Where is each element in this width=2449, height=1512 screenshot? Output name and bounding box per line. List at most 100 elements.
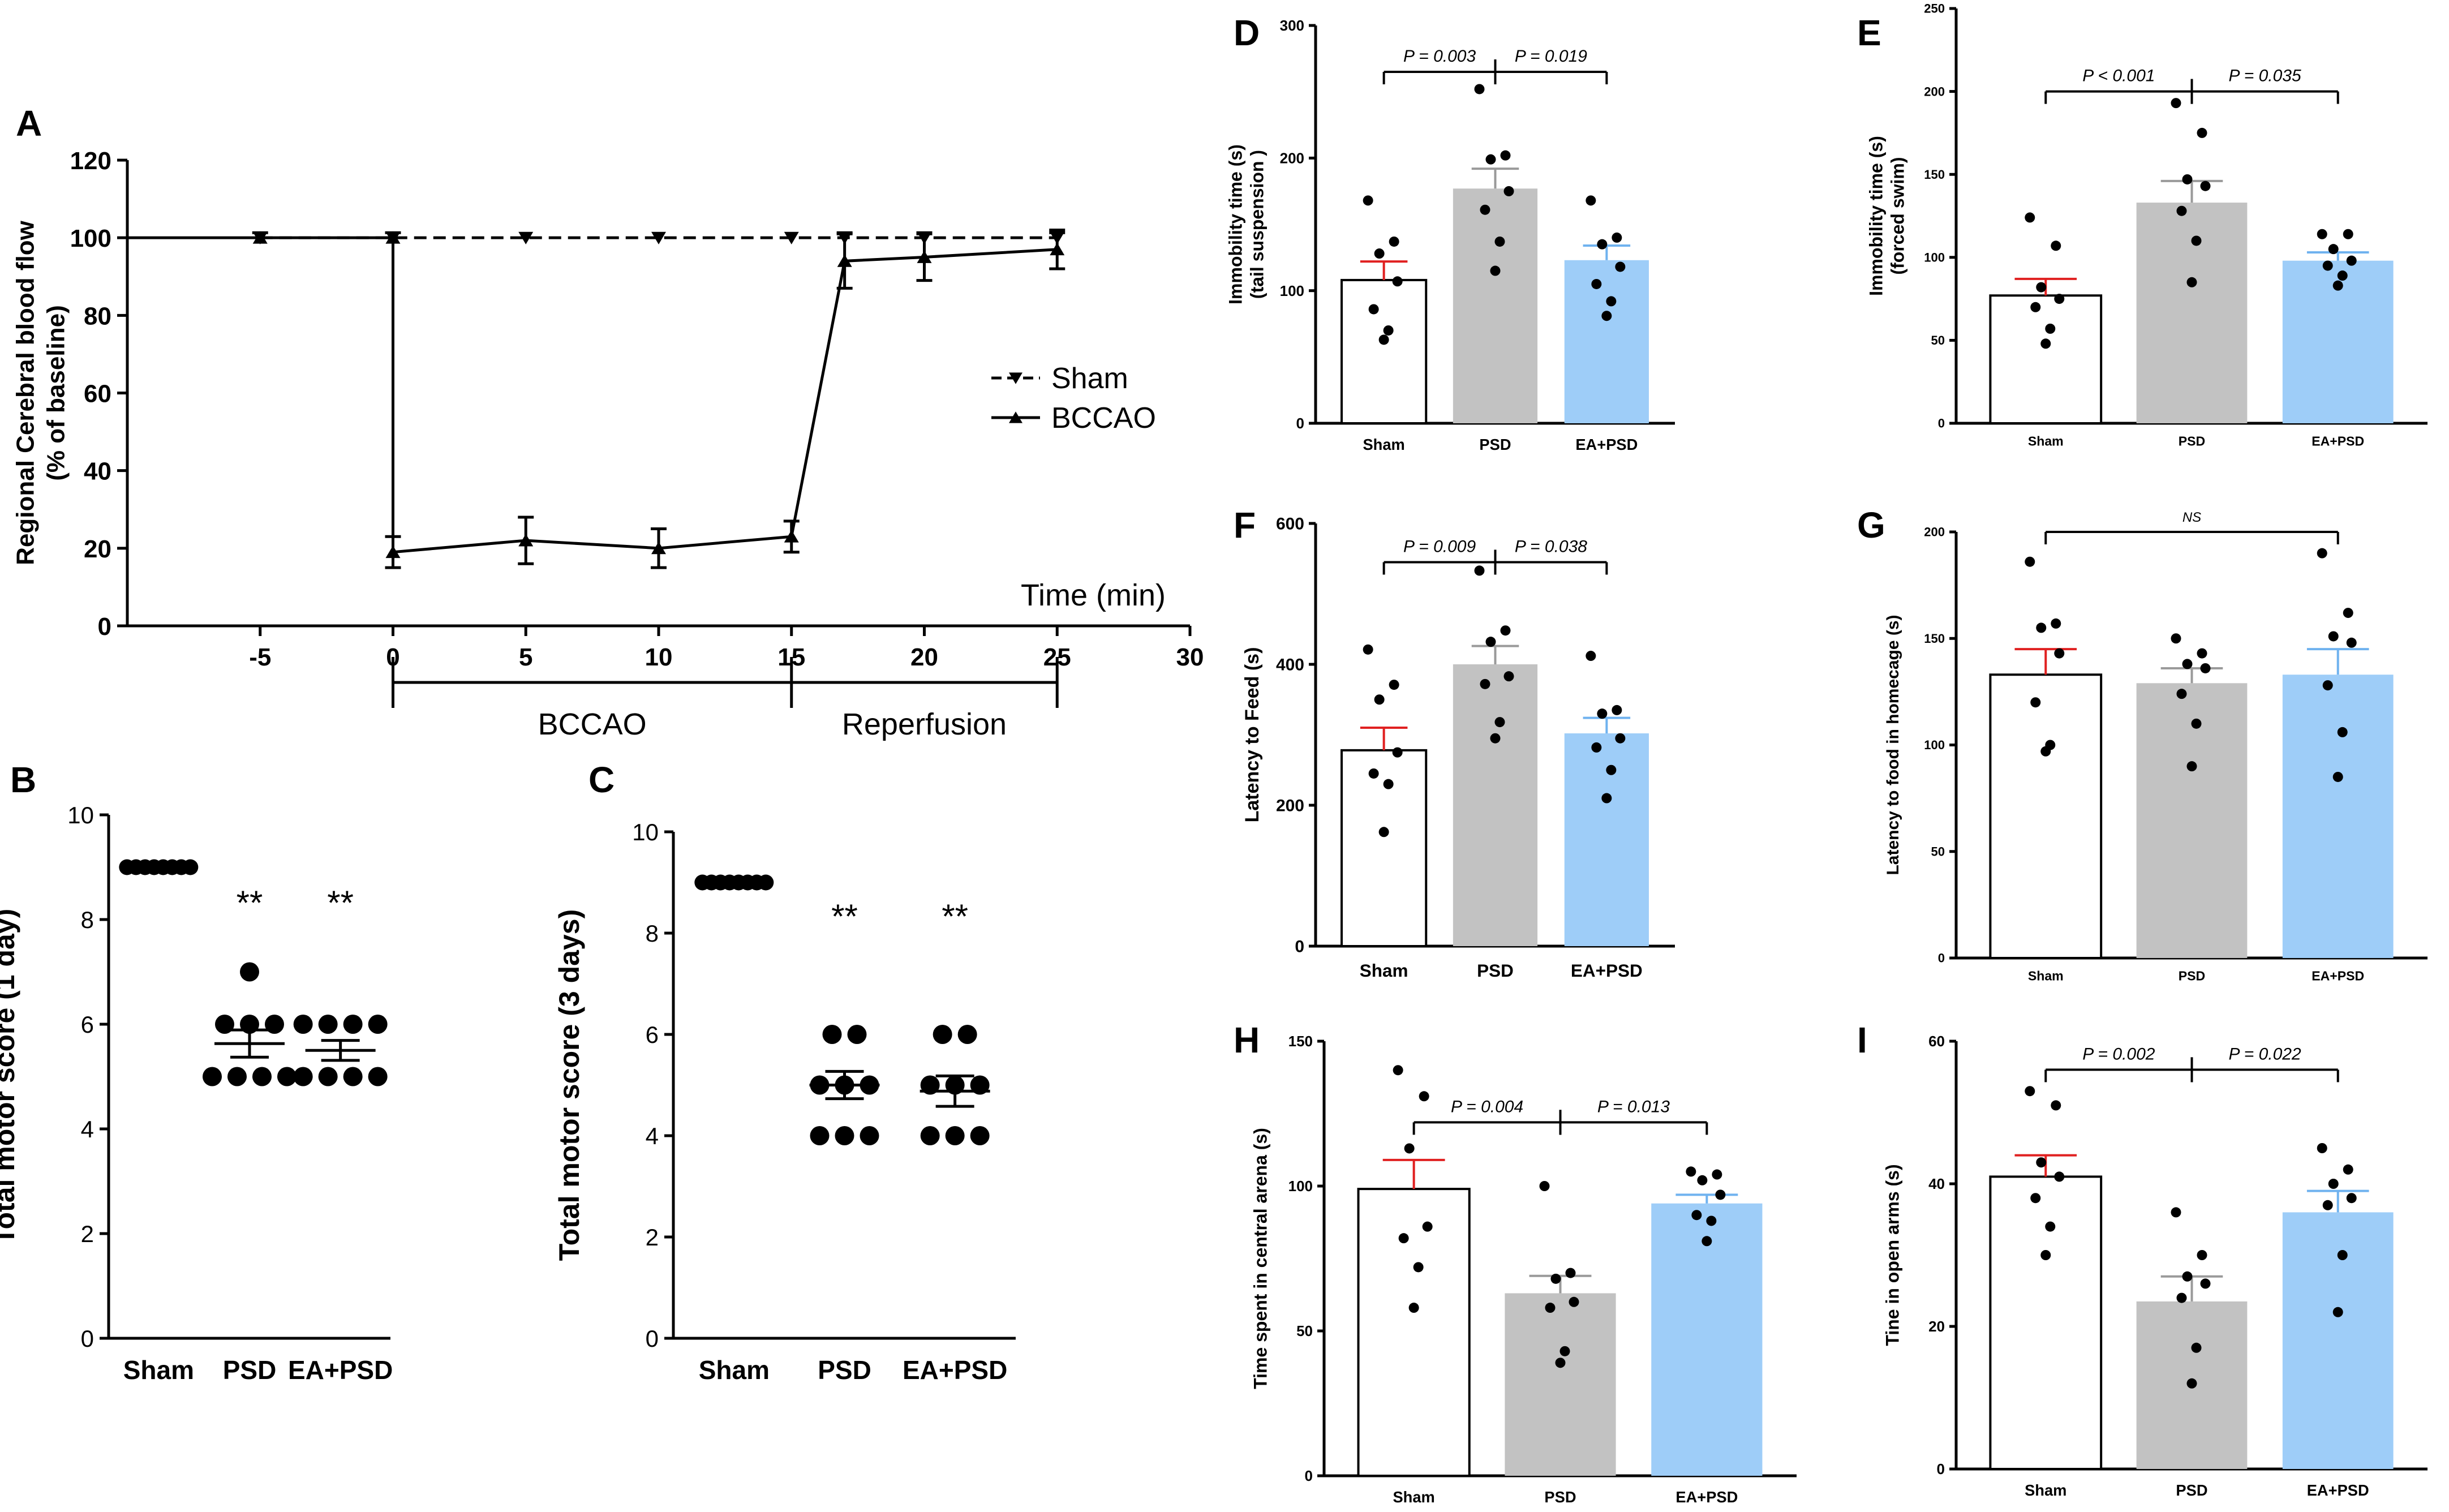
g-data-point [2346, 637, 2357, 648]
panel-label-b: B [10, 759, 36, 800]
g-comparison-label: NS [2182, 510, 2201, 525]
i-data-point [2322, 1200, 2333, 1210]
i-y-axis-label: Tine in open arms (s) [1882, 1164, 1902, 1346]
i-x-tick-label: EA+PSD [2307, 1481, 2369, 1499]
g-data-point [2337, 727, 2348, 737]
b-y-tick-label: 6 [81, 1011, 94, 1038]
d-y-axis-label-line-1: (tail suspension ) [1247, 150, 1268, 299]
h-data-point [1565, 1268, 1576, 1278]
d-bar-2 [1564, 260, 1649, 423]
b-x-tick-label: PSD [223, 1355, 277, 1385]
b-data-point [293, 1015, 313, 1034]
c-significance: ** [831, 897, 858, 935]
e-data-point [2040, 338, 2051, 349]
f-data-point [1480, 678, 1490, 689]
e-data-point [2054, 294, 2065, 304]
g-data-point [2040, 746, 2051, 757]
panel-label-d: D [1234, 12, 1260, 53]
i-x-tick-label: Sham [2025, 1481, 2066, 1499]
e-x-tick-label: Sham [2028, 434, 2064, 449]
g-y-tick-label: 0 [1938, 951, 1945, 965]
d-x-tick-label: PSD [1479, 436, 1511, 453]
a-x-tick-label: -5 [249, 643, 271, 671]
b-data-point [215, 1015, 234, 1034]
c-data-point [945, 1126, 965, 1145]
a-bccao-line [127, 236, 1058, 554]
d-y-tick-label: 100 [1280, 282, 1304, 299]
e-data-point [2186, 277, 2197, 287]
c-y-tick-label: 2 [646, 1224, 659, 1251]
a-y-tick-label: 40 [84, 458, 111, 486]
d-data-point [1500, 150, 1511, 161]
h-y-axis-label: Time spent in central arena (s) [1250, 1128, 1270, 1389]
f-x-tick-label: EA+PSD [1571, 960, 1643, 981]
d-data-point [1392, 276, 1403, 287]
e-data-point [2025, 212, 2035, 223]
a-sham-marker [837, 231, 852, 244]
a-sham-marker [252, 231, 268, 244]
h-data-point [1697, 1175, 1708, 1185]
b-data-point [368, 1015, 388, 1034]
h-data-point [1539, 1181, 1550, 1191]
c-data-point [810, 1126, 830, 1145]
e-x-tick-label: PSD [2179, 434, 2205, 449]
h-bar-2 [1651, 1203, 1763, 1476]
d-data-point [1374, 248, 1385, 259]
i-data-point [2054, 1171, 2065, 1182]
b-data-point [265, 1015, 284, 1034]
a-bccao-marker [518, 534, 534, 547]
i-data-point [2186, 1378, 2197, 1389]
c-data-point [970, 1126, 990, 1145]
f-data-point [1490, 733, 1501, 744]
d-y-tick-label: 200 [1280, 149, 1304, 166]
h-y-tick-label: 0 [1305, 1467, 1313, 1484]
e-data-point [2343, 229, 2353, 239]
h-data-point [1686, 1166, 1696, 1177]
d-x-tick-label: EA+PSD [1575, 436, 1638, 453]
g-bar-2 [2282, 675, 2394, 958]
i-data-point [2200, 1278, 2211, 1289]
f-data-point [1597, 708, 1608, 719]
i-bar-0 [1989, 1175, 2103, 1470]
g-data-point [2025, 556, 2035, 567]
b-data-point [203, 1067, 222, 1086]
f-data-point [1389, 680, 1399, 690]
e-comparison-label: P < 0.001 [2082, 67, 2155, 85]
f-data-point [1474, 565, 1485, 576]
d-data-point [1485, 154, 1496, 165]
c-y-axis-label-line-0: Total motor score (3 days) [553, 909, 585, 1261]
f-data-point [1615, 733, 1626, 744]
g-data-point [2197, 648, 2207, 659]
b-data-point [227, 1067, 247, 1086]
a-x-axis-label: Time (min) [1021, 578, 1166, 612]
g-y-tick-label: 50 [1931, 844, 1945, 858]
d-data-point [1490, 265, 1501, 276]
i-data-point [2051, 1100, 2061, 1111]
a-y-tick-label: 100 [70, 225, 111, 252]
f-y-axis-label: Latency to Feed (s) [1241, 647, 1263, 823]
f-data-point [1374, 694, 1385, 705]
e-data-point [2200, 181, 2211, 191]
e-y-tick-label: 0 [1938, 416, 1945, 431]
d-y-tick-label: 300 [1280, 17, 1304, 34]
f-data-point [1378, 827, 1389, 837]
g-data-point [2317, 548, 2327, 559]
c-data-point [860, 1126, 879, 1145]
d-data-point [1586, 195, 1596, 206]
g-data-point [2343, 608, 2353, 618]
h-data-point [1706, 1215, 1717, 1226]
d-y-axis-label-line-0: Immobility time (s) [1225, 144, 1245, 304]
b-data-point [343, 1067, 363, 1086]
a-x-tick-label: 30 [1176, 643, 1204, 671]
e-data-point [2346, 255, 2357, 266]
f-y-axis-label-line-0: Latency to Feed (s) [1241, 647, 1263, 823]
f-bar-0 [1340, 749, 1428, 947]
i-data-point [2328, 1179, 2339, 1189]
i-data-point [2343, 1164, 2353, 1175]
a-y-tick-label: 0 [98, 613, 111, 641]
i-data-point [2036, 1157, 2047, 1168]
c-x-tick-label: EA+PSD [903, 1355, 1007, 1385]
a-legend-bccao-marker [1009, 411, 1022, 423]
h-data-point [1408, 1303, 1419, 1313]
b-data-point [252, 1067, 272, 1086]
